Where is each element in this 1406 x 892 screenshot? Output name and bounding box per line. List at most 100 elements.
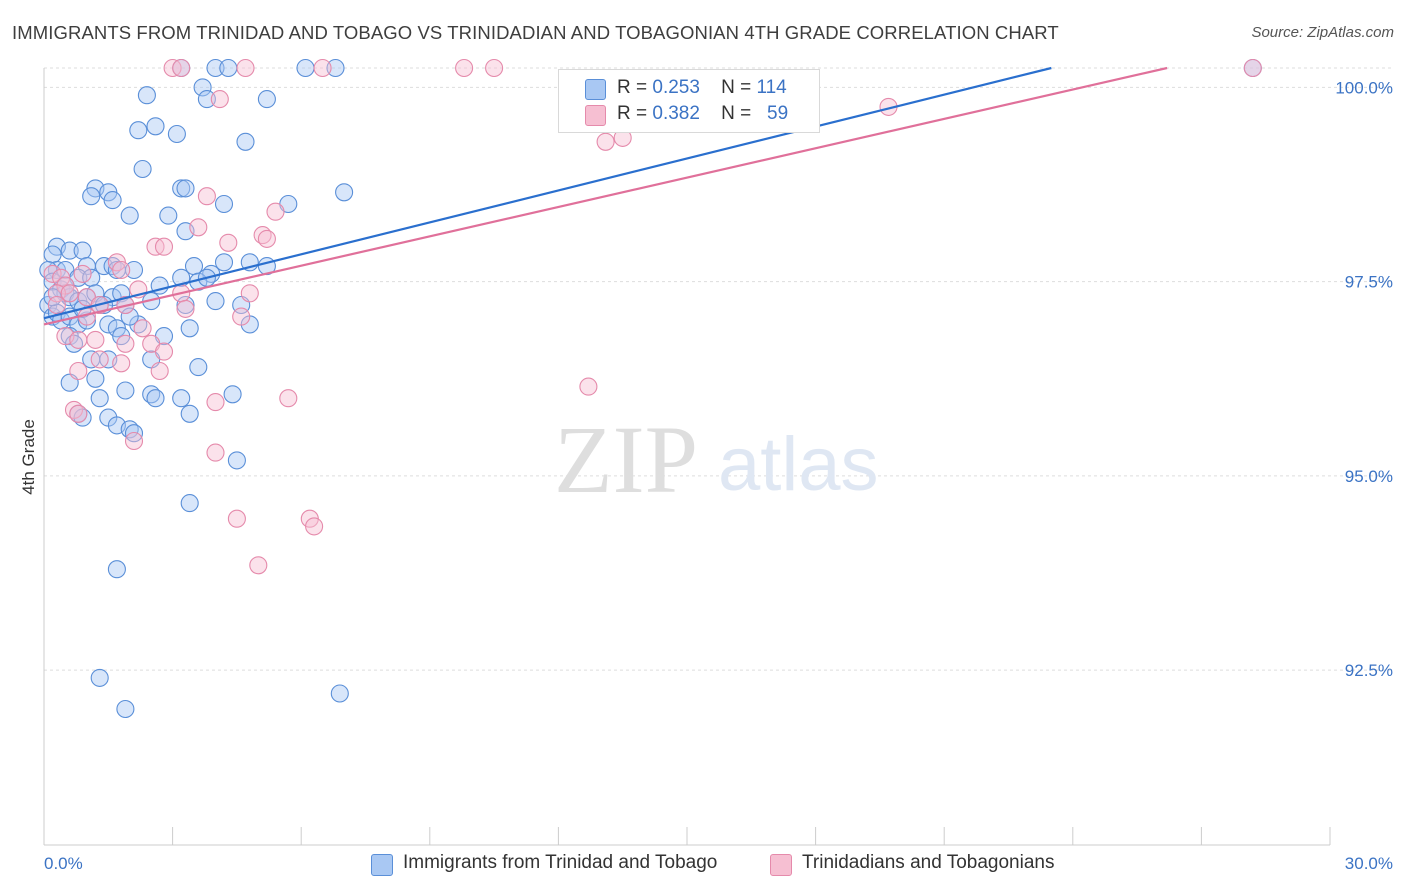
point-trinidadians <box>455 58 474 78</box>
point-immigrants <box>133 159 152 179</box>
point-immigrants <box>172 179 191 198</box>
point-immigrants <box>180 319 199 338</box>
point-trinidadians <box>172 58 191 78</box>
point-trinidadians <box>219 233 238 252</box>
legend-n-label: N = <box>721 103 752 124</box>
point-trinidadians <box>236 58 255 78</box>
point-immigrants <box>206 58 225 78</box>
point-immigrants <box>43 245 62 264</box>
point-immigrants <box>90 389 109 408</box>
legend-r-label: R = <box>617 103 648 124</box>
legend-r-value: 0.253 <box>652 77 700 98</box>
legend-n-value: 59 <box>767 103 789 124</box>
y-tick-label: 92.5% <box>1345 661 1393 680</box>
point-immigrants <box>82 187 101 206</box>
point-immigrants <box>146 117 165 136</box>
point-immigrants <box>124 424 144 443</box>
point-immigrants <box>176 179 195 198</box>
point-immigrants <box>99 315 118 334</box>
point-trinidadians <box>154 342 174 361</box>
point-trinidadians <box>154 237 174 256</box>
series-trinidadians-points <box>43 58 1262 575</box>
point-immigrants <box>124 260 144 280</box>
point-trinidadians <box>279 389 298 408</box>
point-trinidadians <box>189 218 208 237</box>
y-tick-label: 95.0% <box>1345 467 1393 486</box>
point-immigrants <box>176 295 195 315</box>
point-immigrants <box>227 451 246 470</box>
point-trinidadians <box>112 354 131 373</box>
trend-lines <box>43 66 1168 326</box>
legend-swatch-blue <box>585 79 606 100</box>
watermark-atlas: atlas <box>718 422 879 507</box>
watermark: ZIP atlas <box>554 406 879 513</box>
point-trinidadians <box>579 377 598 396</box>
point-trinidadians <box>124 431 144 451</box>
chart-title: IMMIGRANTS FROM TRINIDAD AND TOBAGO VS T… <box>12 22 1059 43</box>
point-trinidadians <box>69 404 88 423</box>
point-immigrants <box>180 494 199 513</box>
bottom-legend-swatch-blue <box>371 854 393 876</box>
bottom-legend-swatch-pink <box>770 854 792 876</box>
y-axis-title: 4th Grade <box>19 419 38 495</box>
point-trinidadians <box>73 264 92 283</box>
point-immigrants <box>103 191 122 210</box>
point-immigrants <box>180 404 199 423</box>
point-immigrants <box>120 307 139 326</box>
point-immigrants <box>214 253 234 272</box>
bottom-legend-label-trinidadians: Trinidadians and Tobagonians <box>802 852 1055 873</box>
x-tick-label: 30.0% <box>1345 854 1393 873</box>
point-immigrants <box>330 684 349 703</box>
point-trinidadians <box>240 284 259 303</box>
point-trinidadians <box>210 90 229 109</box>
grid-lines <box>44 67 1392 671</box>
point-immigrants <box>206 292 225 311</box>
point-trinidadians <box>133 319 152 338</box>
point-immigrants <box>137 86 156 105</box>
point-trinidadians <box>90 350 109 369</box>
point-immigrants <box>326 58 345 78</box>
point-trinidadians <box>150 361 169 381</box>
point-immigrants <box>214 194 234 214</box>
source-label: Source: ZipAtlas.com <box>1251 24 1394 41</box>
legend-n-value: 114 <box>756 77 787 98</box>
point-trinidadians <box>112 260 131 280</box>
point-trinidadians <box>227 509 246 528</box>
point-trinidadians <box>197 187 216 206</box>
point-immigrants <box>223 385 242 404</box>
point-immigrants <box>189 358 208 377</box>
point-immigrants <box>73 241 92 260</box>
point-trinidadians <box>86 330 105 349</box>
point-immigrants <box>107 560 126 579</box>
point-trinidadians <box>43 264 62 283</box>
point-immigrants <box>116 381 135 400</box>
point-immigrants <box>236 132 255 151</box>
point-trinidadians <box>60 284 79 303</box>
point-immigrants <box>335 183 354 202</box>
legend-r-value: 0.382 <box>652 103 700 124</box>
series-immigrants-points <box>39 58 1262 719</box>
point-trinidadians <box>1243 58 1262 78</box>
point-trinidadians <box>257 229 276 248</box>
point-immigrants <box>120 206 139 225</box>
point-immigrants <box>219 58 238 78</box>
bottom-legend-label-immigrants: Immigrants from Trinidad and Tobago <box>403 852 718 873</box>
point-immigrants <box>60 241 79 260</box>
y-tick-labels: 100.0% 97.5% 95.0% 92.5% <box>1335 78 1393 680</box>
point-trinidadians <box>69 330 88 349</box>
legend-r-label: R = <box>617 77 648 98</box>
point-immigrants <box>172 389 191 408</box>
point-trinidadians <box>206 393 225 412</box>
x-tick-labels: 0.0% 30.0% <box>44 854 1393 873</box>
x-tick-label: 0.0% <box>44 854 83 873</box>
point-trinidadians <box>232 307 251 326</box>
trendline-trinidadians <box>43 66 1168 326</box>
y-tick-label: 97.5% <box>1345 273 1393 292</box>
legend-n-label: N = <box>721 77 752 98</box>
x-tick-marks <box>43 827 1331 845</box>
point-trinidadians <box>176 299 195 318</box>
point-immigrants <box>296 58 315 78</box>
point-trinidadians <box>249 556 268 575</box>
point-trinidadians <box>116 334 135 353</box>
